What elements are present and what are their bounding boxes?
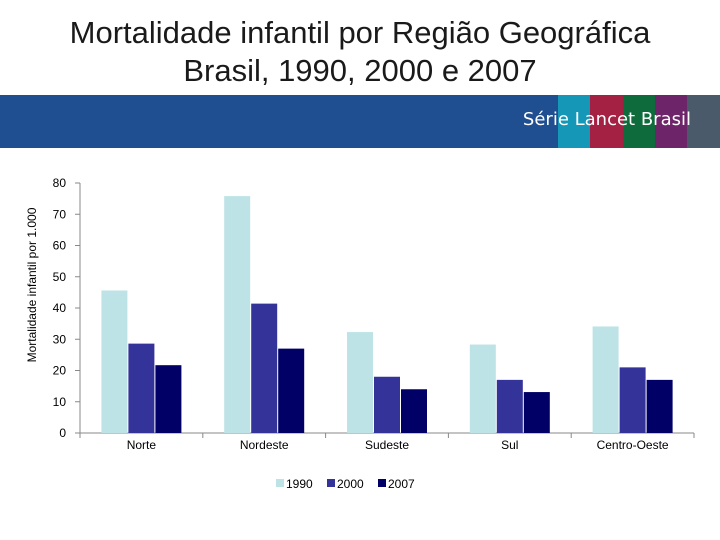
y-tick-label: 10 <box>53 395 67 409</box>
x-category-label: Nordeste <box>240 438 289 452</box>
banner-stripe-purple <box>655 95 687 148</box>
banner-stripe-teal <box>558 95 590 148</box>
bar-2007-centro-oeste <box>646 379 673 433</box>
legend-label-1990: 1990 <box>286 477 313 491</box>
bar-2000-nordeste <box>251 303 278 433</box>
bar-2007-norte <box>155 365 182 433</box>
y-tick-label: 60 <box>53 239 67 253</box>
x-category-label: Sul <box>501 438 518 452</box>
y-tick-label: 20 <box>53 364 67 378</box>
y-tick-label: 0 <box>59 426 66 440</box>
legend-label-2000: 2000 <box>337 477 364 491</box>
legend-swatch-2007 <box>378 479 386 487</box>
banner-stripe-green <box>623 95 655 148</box>
x-category-label: Sudeste <box>365 438 409 452</box>
title-line-2: Brasil, 1990, 2000 e 2007 <box>183 53 537 88</box>
legend-label-2007: 2007 <box>388 477 415 491</box>
bar-1990-sudeste <box>347 332 373 433</box>
bar-1990-norte <box>101 290 128 433</box>
y-tick-label: 70 <box>53 207 67 221</box>
legend-swatch-1990 <box>276 479 284 487</box>
bar-2007-nordeste <box>278 348 305 433</box>
y-tick-label: 80 <box>53 176 67 190</box>
series-label: Série Lancet Brasil <box>522 109 691 130</box>
banner-stripe-crimson <box>590 95 623 148</box>
slide-title: Mortalidade infantil por Região Geográfi… <box>0 14 720 90</box>
y-tick-label: 30 <box>53 332 67 346</box>
legend-swatch-2000 <box>327 479 335 487</box>
bar-1990-centro-oeste <box>592 326 619 433</box>
bar-2000-norte <box>128 343 155 433</box>
y-tick-label: 50 <box>53 270 67 284</box>
bar-1990-sul <box>469 344 496 433</box>
series-banner: Série Lancet Brasil <box>0 95 720 148</box>
bar-2000-sudeste <box>374 376 400 433</box>
bar-2000-sul <box>496 379 523 433</box>
y-tick-label: 40 <box>53 301 67 315</box>
bar-1990-nordeste <box>224 196 251 433</box>
bar-2007-sul <box>523 392 550 433</box>
banner-stripe-slate <box>687 95 720 148</box>
x-category-label: Centro-Oeste <box>597 438 669 452</box>
bar-2007-sudeste <box>401 389 427 433</box>
x-category-label: Norte <box>127 438 157 452</box>
title-line-1: Mortalidade infantil por Região Geográfi… <box>69 15 651 50</box>
bar-2000-centro-oeste <box>619 367 646 433</box>
